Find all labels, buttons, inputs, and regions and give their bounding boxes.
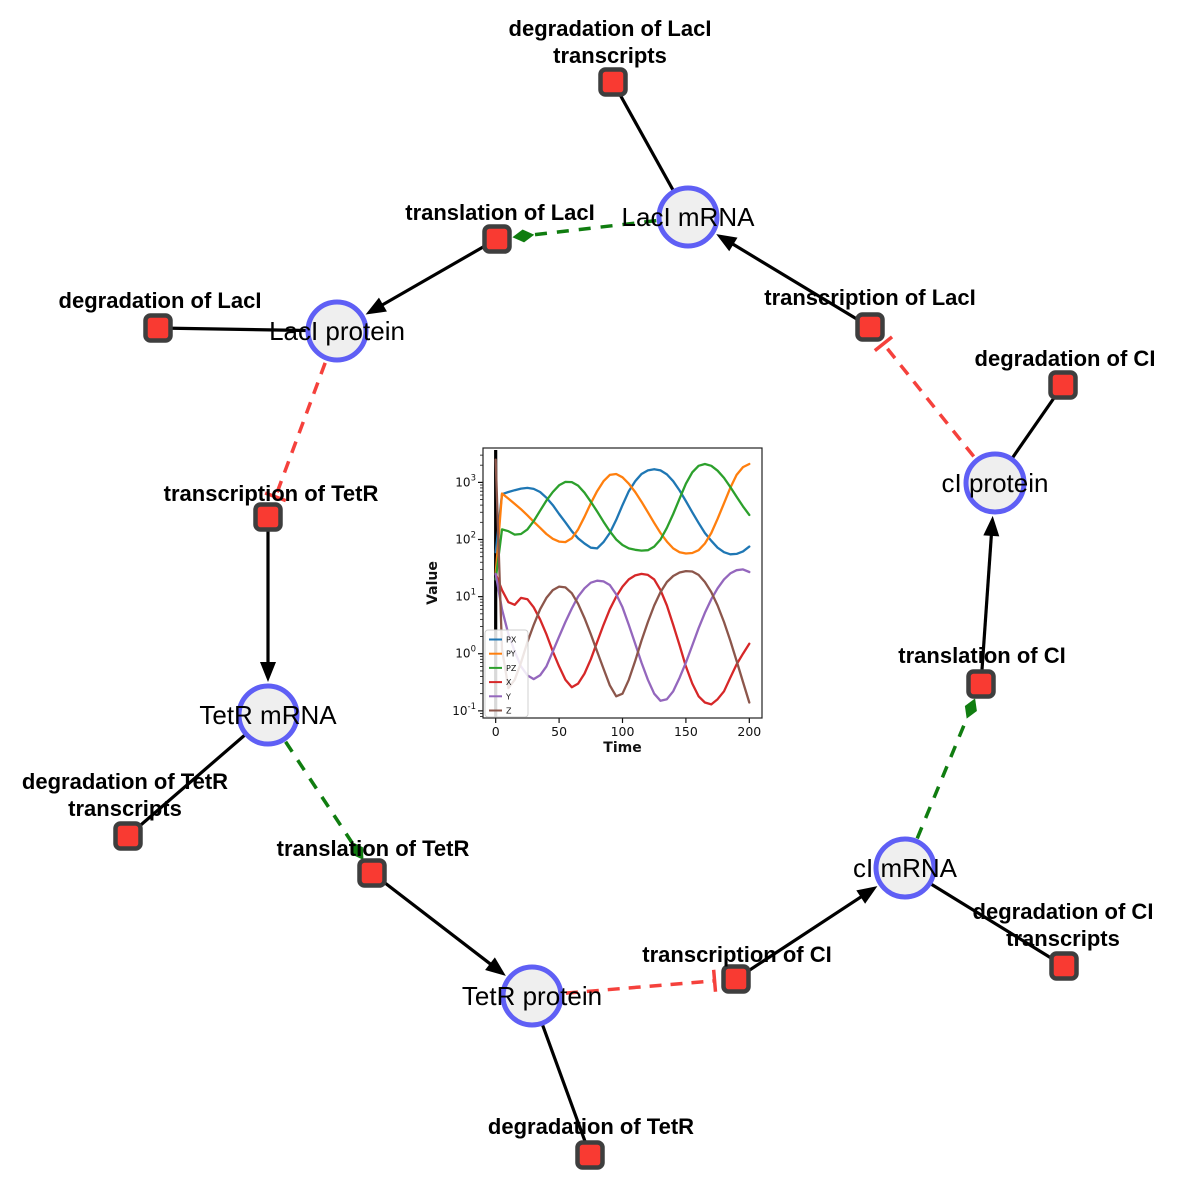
legend-entry-PY: PY [506,650,516,659]
edge-inhibition-lacI_protein-txn_tetR-tbar-icon [264,491,287,503]
reaction-node-txn_tetR [253,502,283,532]
species-label-tetR_mRNA: TetR mRNA [199,700,337,730]
edge-modifier-tetR_mRNA-transl_tetR [284,740,354,844]
chart-legend: PX PY PZ XYZ [484,629,529,718]
legend-entry-X: X [506,678,512,687]
x-tick-label: 150 [674,724,698,739]
labels-layer: degradation of LacItranscriptstranslatio… [22,16,1156,1139]
reaction-node-transl_lacI [482,224,512,254]
reaction-node-deg_tetR [575,1140,605,1170]
series-line-Z [494,458,751,704]
x-tick-label: 200 [737,724,761,739]
edge-modifier-cI_mRNA-transl_cI [915,717,969,840]
edge-inhibition-cI_protein-txn_lacI [882,342,976,458]
species-node-tetR_protein [500,964,564,1028]
edge-inhibition-tetR_protein-txn_cI [565,979,715,995]
chart-legend-box [484,629,529,718]
edge-product-txn_cI-cI_mRNA [735,891,869,981]
x-tick-label: 50 [551,724,567,739]
edge-product-txn_lacI-lacI_mRNA-arrowhead-icon [716,234,738,252]
chart-series-group [494,450,751,717]
edge-product-txn_lacI-lacI_mRNA [725,238,871,329]
edge-product-txn_cI-cI_mRNA-arrowhead-icon [856,886,878,904]
edge-product-transl_tetR-tetR_protein-arrowhead-icon [485,957,506,976]
edge-product-transl_cI-cI_protein [979,527,994,685]
x-axis-label: Time [603,740,641,756]
edge-product-transl_cI-cI_protein-arrowhead-icon [983,515,1000,537]
species-label-lacI_protein: LacI protein [269,316,405,346]
reaction-label-txn_tetR: transcription of TetR [164,481,379,506]
reaction-label-deg_cI_tx: transcripts [1006,926,1120,951]
reaction-node-deg_tetR_tx [113,821,143,851]
reaction-node-deg_lacI_tx [598,67,628,97]
edge-modifier-lacI_mRNA-transl_lacI-diamond-icon [512,229,535,243]
series-line-PX [494,468,751,556]
species-label-cI_mRNA: cI mRNA [853,853,958,883]
species-node-lacI_protein [305,299,369,363]
reaction-label-transl_lacI: translation of LacI [405,200,594,225]
reaction-label-txn_cI: transcription of CI [642,942,831,967]
edge-inhibition-lacI_protein-txn_tetR [273,362,327,498]
reaction-label-txn_lacI: transcription of LacI [764,285,975,310]
reaction-node-txn_cI [721,964,751,994]
edge-inhibition-tetR_protein-txn_cI-tbar-icon [711,969,718,992]
y-tick-label: 102 [455,531,476,547]
reaction-node-transl_cI [966,669,996,699]
species-node-cI_protein [963,451,1027,515]
edge-inhibition-cI_protein-txn_lacI-tbar-icon [873,335,894,353]
reaction-label-transl_cI: translation of CI [898,643,1065,668]
reaction-label-deg_tetR_tx: degradation of TetR [22,769,228,794]
reaction-node-deg_cI [1048,370,1078,400]
chart-plot-area [483,448,762,718]
species-label-cI_protein: cI protein [942,468,1049,498]
reaction-label-transl_tetR: translation of TetR [277,836,470,861]
species-label-lacI_mRNA: LacI mRNA [622,202,756,232]
x-tick-label: 100 [611,724,635,739]
reaction-label-deg_lacI_tx: degradation of LacI [509,16,712,41]
species-label-tetR_protein: TetR protein [462,981,602,1011]
reaction-node-transl_tetR [357,858,387,888]
nodes-layer [113,67,1079,1170]
series-line-PZ [494,462,751,581]
legend-entry-Z: Z [506,707,512,716]
legend-entry-Y: Y [505,692,511,701]
series-line-PY [494,462,751,576]
chart-frame [482,447,763,719]
reaction-label-deg_cI: degradation of CI [975,346,1156,371]
y-axis-label: Value [425,561,441,605]
species-node-lacI_mRNA [656,185,720,249]
legend-entry-PZ: PZ [506,664,517,673]
y-tick-label: 100 [455,645,476,661]
edge-product-transl_lacI-lacI_protein-arrowhead-icon [365,297,387,315]
edge-modifier-tetR_mRNA-transl_tetR-diamond-icon [351,841,364,861]
edge-product-txn_tetR-tetR_mRNA-arrowhead-icon [260,662,276,682]
edge-modifier-cI_mRNA-transl_cI-diamond-icon [964,698,977,719]
species-node-cI_mRNA [873,836,937,900]
legend-entry-PX: PX [506,636,517,645]
edge-product-transl_tetR-tetR_protein [371,871,498,970]
reaction-node-txn_lacI [855,312,885,342]
reaction-node-deg_cI_tx [1049,951,1079,981]
reaction-label-deg_tetR_tx: transcripts [68,796,182,821]
reaction-label-deg_lacI_tx: transcripts [553,43,667,68]
reaction-label-deg_lacI: degradation of LacI [59,288,262,313]
reaction-node-deg_lacI [143,313,173,343]
species-node-tetR_mRNA [236,683,300,747]
series-line-Y [494,568,751,702]
y-tick-label: 101 [455,588,476,604]
reaction-label-deg_cI_tx: degradation of CI [973,899,1154,924]
y-tick-label: 103 [455,473,476,489]
x-tick-label: 0 [492,724,500,739]
reaction-label-deg_tetR: degradation of TetR [488,1114,694,1139]
edge-product-transl_lacI-lacI_protein [375,237,498,310]
y-tick-label: 10-1 [452,702,476,718]
